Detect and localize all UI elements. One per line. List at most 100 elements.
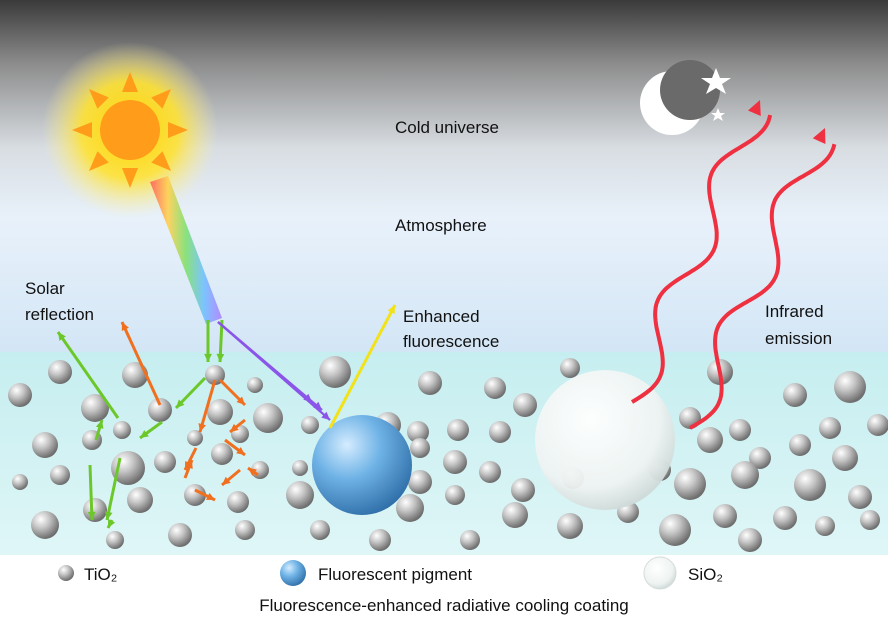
- infrared-wave: [630, 114, 773, 404]
- tio2-particle: [148, 398, 172, 422]
- arrow-head: [230, 423, 239, 432]
- arrow-head: [313, 401, 322, 410]
- tio2-particle: [127, 487, 153, 513]
- arrow-head: [121, 322, 129, 331]
- arrow-head: [747, 100, 761, 116]
- moon: [640, 60, 731, 135]
- cold-universe-label: Cold universe: [395, 118, 499, 137]
- arrow-head: [236, 396, 245, 405]
- legend-icon: [280, 560, 306, 586]
- tio2-particle: [659, 514, 691, 546]
- label-line: Infrared: [765, 302, 824, 321]
- tio2-particle: [184, 484, 206, 506]
- tio2-particle: [460, 530, 480, 550]
- tio2-particle: [560, 358, 580, 378]
- tio2-particle: [369, 529, 391, 551]
- tio2-particle: [310, 520, 330, 540]
- label-line: fluorescence: [403, 332, 499, 351]
- sun-ray: [151, 88, 172, 109]
- tio2-particle: [83, 498, 107, 522]
- tio2-particle: [106, 531, 124, 549]
- arrow-head: [222, 476, 231, 485]
- sunlight-beam: [150, 176, 222, 324]
- tio2-particle: [511, 478, 535, 502]
- tio2-particle: [738, 528, 762, 552]
- tio2-particle: [848, 485, 872, 509]
- arrow-head: [321, 411, 330, 420]
- legend-label: Fluorescent pigment: [318, 565, 472, 584]
- tio2-particle: [713, 504, 737, 528]
- sun-ray: [122, 72, 138, 92]
- sun: [42, 42, 218, 218]
- tio2-particle: [729, 419, 751, 441]
- tio2-particle: [227, 491, 249, 513]
- tio2-particle: [484, 377, 506, 399]
- tio2-particle: [749, 447, 771, 469]
- tio2-particle: [513, 393, 537, 417]
- particles: [8, 356, 888, 552]
- tio2-particle: [396, 494, 424, 522]
- infrared-emission-label: Infrared emission: [765, 302, 832, 348]
- arrow-head: [812, 128, 826, 144]
- arrow-head: [140, 430, 149, 438]
- arrow: [105, 457, 122, 521]
- tio2-particle: [773, 506, 797, 530]
- arrow-head: [104, 511, 113, 520]
- tio2-particle: [867, 414, 888, 436]
- label-line: Solar: [25, 279, 65, 298]
- solar-reflection-label: Solar reflection: [25, 279, 94, 324]
- tio2-particle: [697, 427, 723, 453]
- tio2-particle: [31, 511, 59, 539]
- arrow: [88, 464, 94, 521]
- tio2-particle: [834, 371, 866, 403]
- arrow-head: [58, 332, 66, 341]
- tio2-particle: [286, 481, 314, 509]
- legend-label: SiO₂: [688, 565, 723, 584]
- tio2-particle: [253, 403, 283, 433]
- caption: Fluorescence-enhanced radiative cooling …: [259, 596, 629, 615]
- tio2-particle: [301, 416, 319, 434]
- arrow: [328, 304, 397, 429]
- tio2-particle: [502, 502, 528, 528]
- tio2-particle: [860, 510, 880, 530]
- tio2-particle: [489, 421, 511, 443]
- arrow: [217, 321, 313, 403]
- sun-ray: [88, 88, 109, 109]
- tio2-particle: [789, 434, 811, 456]
- tio2-particle: [122, 362, 148, 388]
- enhanced-fluorescence-label: Enhanced fluorescence: [403, 307, 499, 351]
- fluorescent-pigment: [312, 415, 412, 515]
- arrow-head: [204, 353, 212, 362]
- arrow: [120, 321, 162, 406]
- tio2-particle: [408, 470, 432, 494]
- arrow-head: [236, 447, 245, 455]
- tio2-particle: [418, 371, 442, 395]
- tio2-particle: [48, 360, 72, 384]
- sio2-particle: [535, 370, 675, 510]
- tio2-particle: [168, 523, 192, 547]
- tio2-particle: [674, 468, 706, 500]
- tio2-particle: [557, 513, 583, 539]
- arrow-head: [87, 511, 96, 520]
- tio2-particle: [235, 520, 255, 540]
- tio2-particle: [443, 450, 467, 474]
- sun-ray: [72, 122, 92, 138]
- tio2-particle: [410, 438, 430, 458]
- sun-ray: [168, 122, 188, 138]
- tio2-particle: [50, 465, 70, 485]
- arrow: [56, 331, 120, 419]
- arrow-head: [176, 399, 185, 408]
- arrows: [56, 100, 837, 529]
- tio2-particle: [731, 461, 759, 489]
- tio2-particle: [247, 377, 263, 393]
- tio2-particle: [815, 516, 835, 536]
- tio2-particle: [32, 432, 58, 458]
- sun-ray: [151, 151, 172, 172]
- tio2-particle: [211, 443, 233, 465]
- atmosphere-label: Atmosphere: [395, 216, 487, 235]
- legend-icon: [643, 556, 677, 590]
- arrow-head: [108, 519, 116, 528]
- label-line: reflection: [25, 305, 94, 324]
- tio2-particle: [154, 451, 176, 473]
- tio2-particle: [207, 399, 233, 425]
